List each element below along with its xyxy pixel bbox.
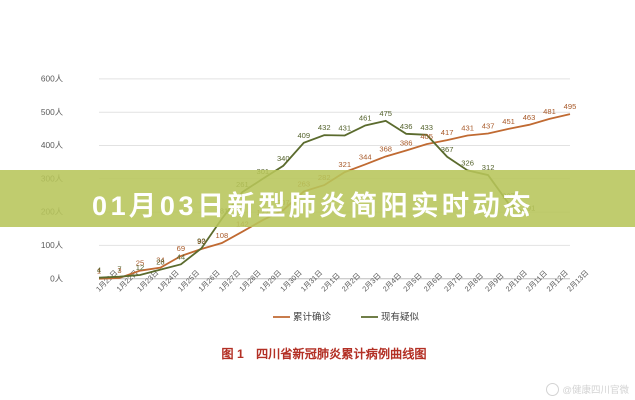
svg-text:2月3日: 2月3日 — [360, 271, 382, 293]
svg-text:2月13日: 2月13日 — [565, 268, 590, 293]
svg-text:367: 367 — [441, 145, 454, 154]
svg-text:344: 344 — [359, 152, 372, 161]
svg-text:432: 432 — [318, 123, 331, 132]
svg-text:7: 7 — [117, 265, 121, 274]
svg-text:481: 481 — [543, 107, 556, 116]
svg-text:386: 386 — [400, 139, 413, 148]
svg-text:108: 108 — [216, 231, 229, 240]
svg-text:1月26日: 1月26日 — [196, 268, 221, 293]
svg-text:100人: 100人 — [41, 240, 63, 250]
svg-text:12: 12 — [136, 263, 144, 272]
svg-text:2月9日: 2月9日 — [483, 271, 505, 293]
svg-text:1月30日: 1月30日 — [278, 268, 303, 293]
svg-text:92: 92 — [197, 236, 205, 245]
svg-text:累计确诊: 累计确诊 — [293, 311, 332, 323]
svg-text:1月27日: 1月27日 — [217, 268, 242, 293]
svg-text:2月8日: 2月8日 — [463, 271, 485, 293]
svg-text:368: 368 — [379, 145, 392, 154]
svg-text:4: 4 — [97, 266, 101, 275]
svg-text:2月4日: 2月4日 — [381, 271, 403, 293]
svg-text:1月25日: 1月25日 — [176, 268, 201, 293]
svg-text:409: 409 — [297, 131, 310, 140]
svg-text:现有疑似: 现有疑似 — [381, 311, 420, 323]
svg-text:2月11日: 2月11日 — [524, 268, 549, 293]
svg-text:图 1 四川省新冠肺炎累计病例曲线图: 图 1 四川省新冠肺炎累计病例曲线图 — [221, 346, 426, 361]
svg-text:500人: 500人 — [41, 107, 63, 117]
svg-text:405: 405 — [420, 132, 433, 141]
svg-text:2月10日: 2月10日 — [504, 268, 529, 293]
svg-text:2月7日: 2月7日 — [442, 271, 464, 293]
svg-text:2月6日: 2月6日 — [422, 271, 444, 293]
svg-text:1月28日: 1月28日 — [237, 268, 262, 293]
svg-text:2月5日: 2月5日 — [401, 271, 423, 293]
svg-text:1月29日: 1月29日 — [258, 268, 283, 293]
svg-text:2月2日: 2月2日 — [340, 271, 362, 293]
svg-text:495: 495 — [564, 102, 577, 111]
svg-text:326: 326 — [461, 158, 474, 167]
svg-text:431: 431 — [461, 124, 474, 133]
svg-text:475: 475 — [379, 109, 392, 118]
svg-text:400人: 400人 — [41, 140, 63, 150]
svg-text:28: 28 — [156, 258, 164, 267]
svg-text:340: 340 — [277, 154, 290, 163]
svg-text:461: 461 — [359, 114, 372, 123]
svg-text:433: 433 — [420, 123, 433, 132]
svg-text:600人: 600人 — [41, 74, 63, 84]
svg-text:463: 463 — [523, 113, 536, 122]
svg-text:437: 437 — [482, 122, 495, 131]
svg-text:451: 451 — [502, 117, 515, 126]
svg-text:0人: 0人 — [50, 273, 63, 283]
svg-text:2月12日: 2月12日 — [545, 268, 570, 293]
svg-text:1月31日: 1月31日 — [299, 268, 324, 293]
svg-text:436: 436 — [400, 122, 413, 131]
svg-text:1月24日: 1月24日 — [155, 268, 180, 293]
svg-text:44: 44 — [177, 252, 185, 261]
svg-text:431: 431 — [338, 124, 351, 133]
svg-text:321: 321 — [338, 160, 351, 169]
svg-text:417: 417 — [441, 128, 454, 137]
